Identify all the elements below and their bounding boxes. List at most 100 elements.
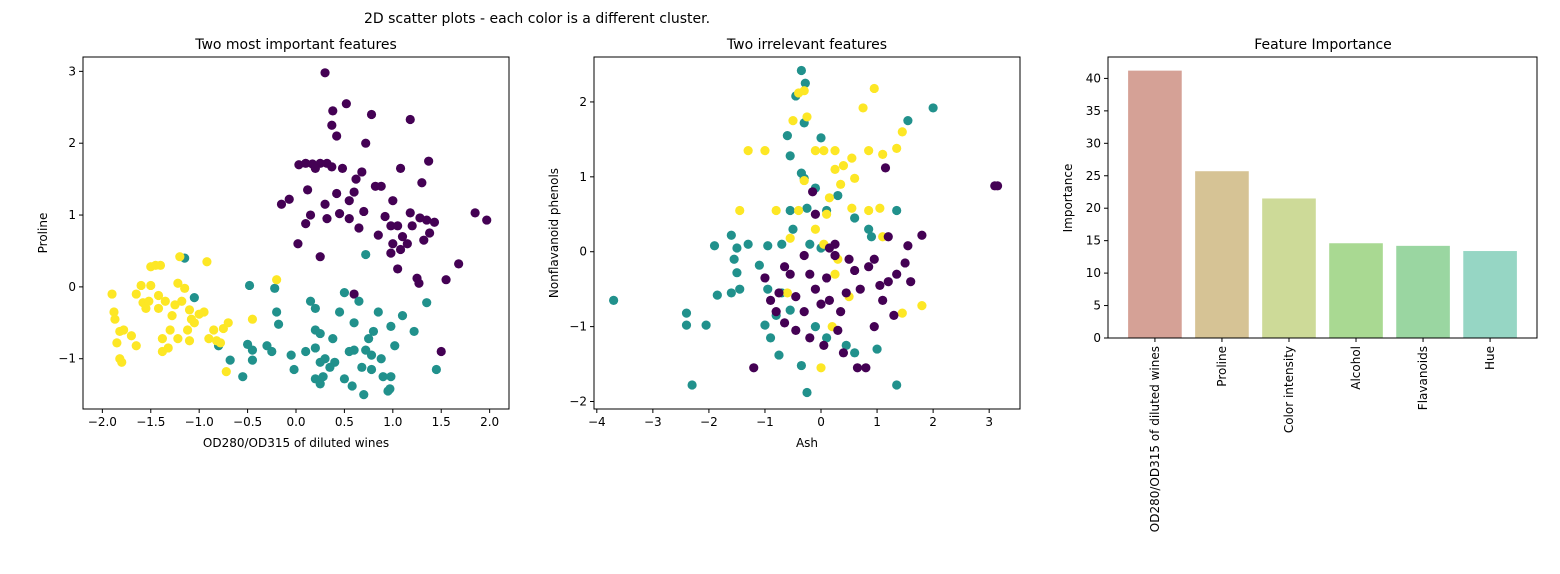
data-point-cluster-2 xyxy=(791,292,801,302)
data-point-cluster-1 xyxy=(830,269,840,279)
data-point-cluster-2 xyxy=(157,334,167,344)
data-point-cluster-2 xyxy=(880,163,891,173)
data-point-cluster-2 xyxy=(184,305,195,315)
data-point-cluster-2 xyxy=(900,258,910,268)
data-point-cluster-1 xyxy=(864,205,874,216)
data-point-cluster-0 xyxy=(785,205,795,216)
data-point-cluster-2 xyxy=(875,280,885,291)
data-point-cluster-0 xyxy=(864,224,874,234)
data-point-cluster-0 xyxy=(303,185,313,195)
data-point-cluster-0 xyxy=(726,288,736,298)
data-point-cluster-1 xyxy=(878,149,888,159)
data-point-cluster-2 xyxy=(221,367,231,377)
data-point-cluster-1 xyxy=(875,203,885,213)
data-point-cluster-0 xyxy=(405,208,415,218)
data-point-cluster-2 xyxy=(173,278,183,288)
x-tick-label: −4 xyxy=(588,415,606,429)
data-point-cluster-1 xyxy=(838,160,849,171)
data-point-cluster-2 xyxy=(838,348,849,358)
data-point-cluster-1 xyxy=(301,346,311,357)
data-point-cluster-2 xyxy=(165,325,175,335)
data-point-cluster-0 xyxy=(805,239,815,249)
data-point-cluster-0 xyxy=(405,114,415,125)
data-point-cluster-2 xyxy=(799,250,809,261)
data-point-cluster-2 xyxy=(153,303,164,314)
data-point-cluster-2 xyxy=(146,280,156,291)
data-point-cluster-2 xyxy=(202,257,212,267)
data-point-cluster-2 xyxy=(903,241,913,251)
data-point-cluster-1 xyxy=(328,334,338,344)
data-point-cluster-0 xyxy=(892,380,902,390)
data-point-cluster-0 xyxy=(395,244,406,255)
data-point-cluster-1 xyxy=(325,362,335,372)
data-point-cluster-0 xyxy=(482,215,492,225)
y-tick-label: −1 xyxy=(58,352,76,366)
data-point-cluster-1 xyxy=(386,321,396,331)
data-point-cluster-1 xyxy=(760,146,770,156)
y-tick-label: 1 xyxy=(579,170,587,184)
data-point-cluster-2 xyxy=(883,277,893,287)
scatter-chart-most-important: Two most important features −2.0 −1.5 −1.0… xyxy=(36,37,510,450)
data-point-cluster-1 xyxy=(390,341,400,351)
bar xyxy=(1195,171,1249,338)
x-tick-label: Proline xyxy=(1215,346,1229,387)
chart-title: Two most important features xyxy=(194,37,397,53)
data-point-cluster-2 xyxy=(906,277,916,287)
data-point-cluster-2 xyxy=(850,265,860,276)
data-point-cluster-0 xyxy=(903,116,913,126)
y-tick-label: −2 xyxy=(569,395,587,409)
data-point-cluster-0 xyxy=(414,278,424,288)
data-point-cluster-2 xyxy=(173,334,183,344)
data-point-cluster-0 xyxy=(357,167,367,177)
data-point-cluster-0 xyxy=(765,333,776,343)
data-point-cluster-2 xyxy=(204,334,214,344)
x-axis-label: OD280/OD315 of diluted wines xyxy=(203,436,389,450)
data-point-cluster-2 xyxy=(855,284,865,294)
data-point-cluster-2 xyxy=(836,307,846,317)
y-tick-label: 2 xyxy=(579,95,587,109)
data-point-cluster-0 xyxy=(892,205,902,216)
data-point-cluster-0 xyxy=(386,248,396,258)
data-point-cluster-0 xyxy=(417,178,427,188)
bar xyxy=(1262,198,1316,338)
data-point-cluster-1 xyxy=(819,146,829,156)
data-point-cluster-0 xyxy=(802,387,812,398)
y-tick-label: 2 xyxy=(68,136,76,150)
data-point-cluster-2 xyxy=(779,262,790,272)
data-point-cluster-0 xyxy=(802,203,812,213)
data-point-cluster-1 xyxy=(315,328,325,339)
data-point-cluster-0 xyxy=(419,235,429,245)
data-point-cluster-2 xyxy=(892,269,902,279)
data-point-cluster-2 xyxy=(861,363,871,373)
data-point-cluster-1 xyxy=(385,384,395,394)
data-point-cluster-2 xyxy=(131,341,141,351)
data-point-cluster-0 xyxy=(681,308,692,318)
data-point-cluster-0 xyxy=(393,221,403,231)
data-point-cluster-1 xyxy=(244,280,255,291)
data-point-cluster-0 xyxy=(777,239,787,249)
data-point-cluster-2 xyxy=(177,296,187,306)
data-point-cluster-0 xyxy=(424,156,434,166)
data-point-cluster-0 xyxy=(681,320,692,330)
marker-layer xyxy=(107,68,492,400)
data-point-cluster-1 xyxy=(189,293,199,303)
data-point-cluster-2 xyxy=(117,357,127,367)
data-point-cluster-1 xyxy=(422,298,432,308)
data-point-cluster-0 xyxy=(872,344,882,354)
data-point-cluster-1 xyxy=(897,127,907,137)
data-point-cluster-0 xyxy=(785,151,795,161)
x-tick-label: Alcohol xyxy=(1349,346,1363,390)
data-point-cluster-0 xyxy=(810,322,821,332)
data-point-cluster-0 xyxy=(422,215,432,225)
data-point-cluster-2 xyxy=(272,275,282,285)
data-point-cluster-0 xyxy=(816,133,826,143)
data-point-cluster-0 xyxy=(341,99,351,109)
data-point-cluster-0 xyxy=(754,260,764,270)
data-point-cluster-2 xyxy=(810,284,821,294)
data-point-cluster-2 xyxy=(878,295,888,306)
data-point-cluster-1 xyxy=(315,379,325,389)
data-point-cluster-1 xyxy=(788,116,798,126)
data-point-cluster-2 xyxy=(131,289,141,299)
x-tick-label: OD280/OD315 of diluted wines xyxy=(1148,346,1162,532)
data-point-cluster-1 xyxy=(771,205,781,216)
